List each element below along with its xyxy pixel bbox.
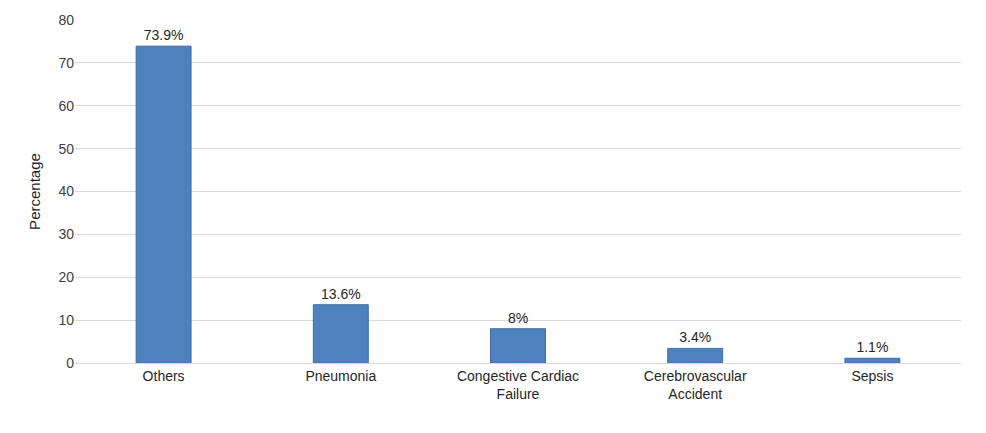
svg-text:1.1%: 1.1% xyxy=(856,339,888,355)
svg-text:73.9%: 73.9% xyxy=(144,27,184,43)
svg-text:Others: Others xyxy=(143,368,185,384)
svg-text:8%: 8% xyxy=(508,310,528,326)
svg-text:60: 60 xyxy=(58,98,74,114)
svg-text:30: 30 xyxy=(58,226,74,242)
svg-text:Pneumonia: Pneumonia xyxy=(305,368,376,384)
svg-text:50: 50 xyxy=(58,141,74,157)
svg-text:0: 0 xyxy=(66,355,74,371)
svg-text:Sepsis: Sepsis xyxy=(851,368,893,384)
svg-text:Congestive CardiacFailure: Congestive CardiacFailure xyxy=(457,368,579,402)
svg-text:Percentage: Percentage xyxy=(26,153,43,230)
svg-text:20: 20 xyxy=(58,269,74,285)
svg-text:40: 40 xyxy=(58,183,74,199)
svg-text:3.4%: 3.4% xyxy=(679,329,711,345)
svg-text:13.6%: 13.6% xyxy=(321,286,361,302)
svg-text:CerebrovascularAccident: CerebrovascularAccident xyxy=(644,368,747,402)
svg-text:80: 80 xyxy=(58,12,74,28)
svg-text:10: 10 xyxy=(58,312,74,328)
svg-text:70: 70 xyxy=(58,55,74,71)
